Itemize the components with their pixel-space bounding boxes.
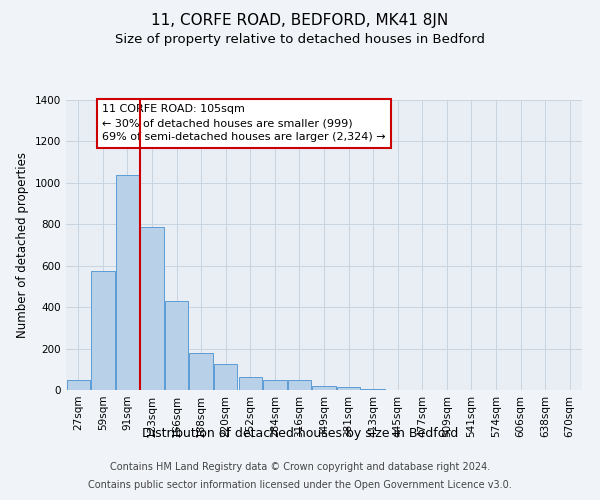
Bar [337, 387, 360, 390]
Bar [288, 380, 311, 390]
Bar [190, 353, 213, 390]
Bar [263, 380, 287, 390]
Text: Contains public sector information licensed under the Open Government Licence v3: Contains public sector information licen… [88, 480, 512, 490]
Bar [116, 174, 139, 390]
Text: 11 CORFE ROAD: 105sqm
← 30% of detached houses are smaller (999)
69% of semi-det: 11 CORFE ROAD: 105sqm ← 30% of detached … [102, 104, 386, 142]
Y-axis label: Number of detached properties: Number of detached properties [16, 152, 29, 338]
Bar [91, 271, 115, 390]
Text: Distribution of detached houses by size in Bedford: Distribution of detached houses by size … [142, 428, 458, 440]
Bar [239, 376, 262, 390]
Bar [140, 228, 164, 390]
Text: 11, CORFE ROAD, BEDFORD, MK41 8JN: 11, CORFE ROAD, BEDFORD, MK41 8JN [151, 12, 449, 28]
Bar [165, 301, 188, 390]
Bar [67, 380, 90, 390]
Bar [361, 389, 385, 390]
Text: Size of property relative to detached houses in Bedford: Size of property relative to detached ho… [115, 32, 485, 46]
Bar [214, 364, 238, 390]
Text: Contains HM Land Registry data © Crown copyright and database right 2024.: Contains HM Land Registry data © Crown c… [110, 462, 490, 472]
Bar [313, 386, 335, 390]
